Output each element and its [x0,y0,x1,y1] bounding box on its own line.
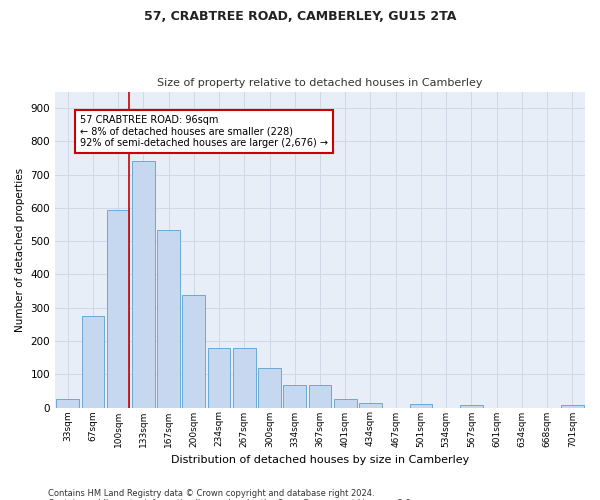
Bar [82,316,104,408]
Bar [182,295,205,408]
Text: 57, CRABTREE ROAD, CAMBERLEY, GU15 2TA: 57, CRABTREE ROAD, CAMBERLEY, GU15 2TA [144,10,456,23]
Bar [258,368,281,408]
Text: Contains HM Land Registry data © Crown copyright and database right 2024.: Contains HM Land Registry data © Crown c… [48,488,374,498]
Bar [233,348,256,408]
Bar [132,162,155,408]
Bar [107,210,130,408]
Bar [56,399,79,407]
Bar [359,403,382,407]
Title: Size of property relative to detached houses in Camberley: Size of property relative to detached ho… [157,78,483,88]
Bar [283,385,306,407]
Bar [410,404,433,407]
Bar [561,405,584,407]
Bar [334,399,356,407]
Bar [208,348,230,408]
Bar [308,385,331,407]
Y-axis label: Number of detached properties: Number of detached properties [15,168,25,332]
Text: Contains public sector information licensed under the Open Government Licence v3: Contains public sector information licen… [48,498,413,500]
Text: 57 CRABTREE ROAD: 96sqm
← 8% of detached houses are smaller (228)
92% of semi-de: 57 CRABTREE ROAD: 96sqm ← 8% of detached… [80,115,328,148]
Bar [460,405,483,407]
X-axis label: Distribution of detached houses by size in Camberley: Distribution of detached houses by size … [171,455,469,465]
Bar [157,230,180,408]
